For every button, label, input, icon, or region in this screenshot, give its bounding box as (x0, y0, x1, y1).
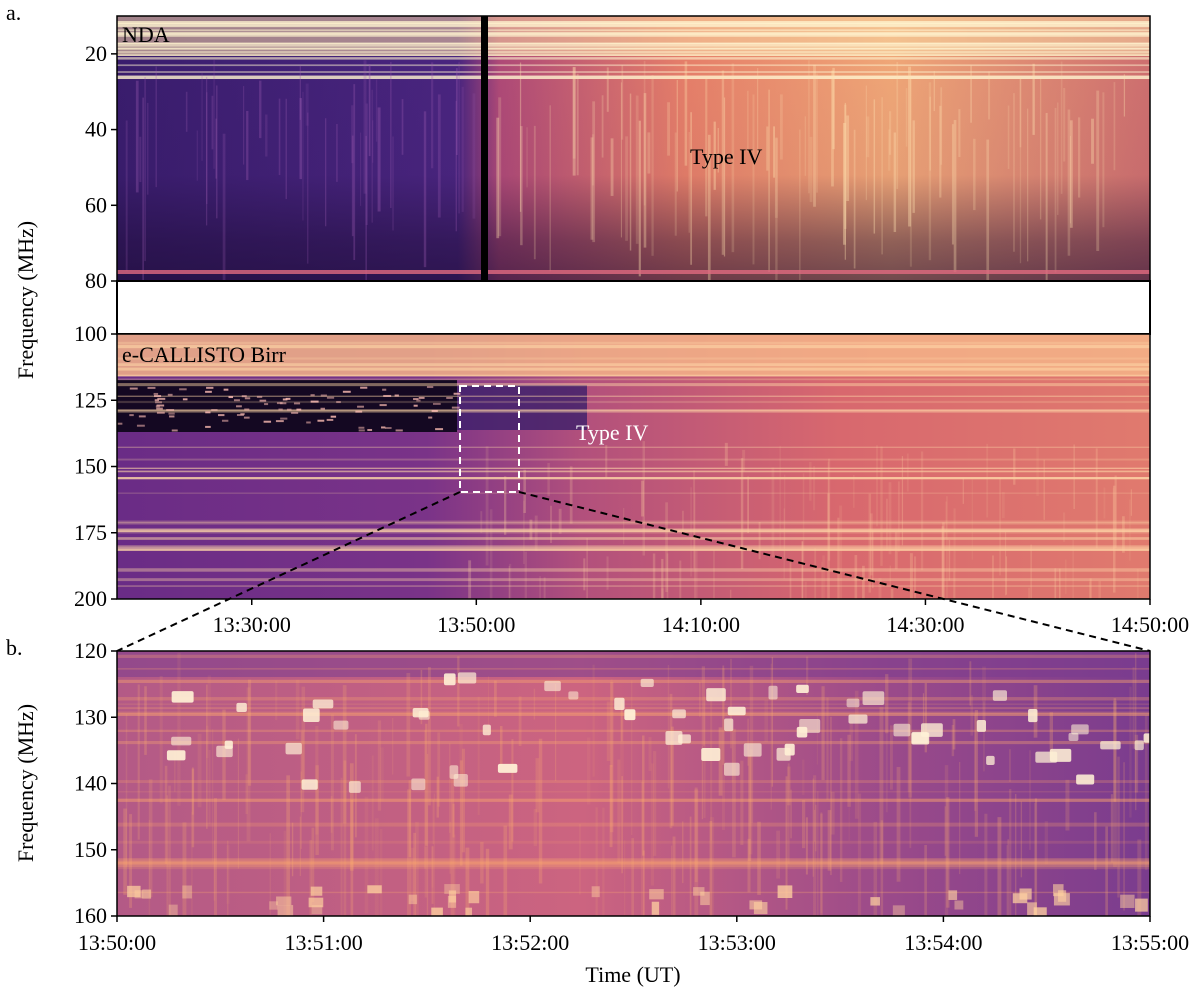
ytick-label-b: 130 (74, 704, 107, 729)
ytick-label-b: 160 (74, 903, 107, 928)
xtick-label-b: 13:52:00 (491, 930, 569, 955)
birr-streaks (117, 341, 1150, 599)
ytick-label-a: 200 (74, 586, 107, 611)
ytick-label-a: 100 (74, 321, 107, 346)
panel-a-ylabel: Frequency (MHz) (13, 221, 38, 379)
xtick-label-b: 13:51:00 (284, 930, 362, 955)
panel-b-xlabel: Time (UT) (585, 962, 680, 987)
birr-instrument-label: e-CALLISTO Birr (122, 342, 287, 367)
ytick-label-a: 80 (85, 268, 107, 293)
nda-instrument-label: NDA (122, 22, 170, 47)
zoom-spectrogram (117, 651, 1150, 916)
blank-band (116, 280, 1151, 335)
ytick-label-a: 125 (74, 387, 107, 412)
xtick-label-b: 13:55:00 (1111, 930, 1189, 955)
ytick-label-a: 60 (85, 192, 107, 217)
ytick-label-b: 120 (74, 638, 107, 663)
xtick-label-b: 13:50:00 (78, 930, 156, 955)
zoom-connector-left (116, 491, 461, 652)
ytick-label-a: 40 (85, 117, 107, 142)
ytick-label-a: 175 (74, 520, 107, 545)
panel-b-ylabel: Frequency (MHz) (13, 704, 38, 862)
panel-a-label: a. (6, 0, 21, 25)
panel-b-label: b. (6, 635, 23, 660)
xtick-label-b: 13:54:00 (904, 930, 982, 955)
nda-streaks (117, 21, 1150, 281)
xtick-label-a: 13:30:00 (213, 612, 291, 637)
zoom-connector-right (518, 491, 1151, 652)
ytick-label-a: 20 (85, 41, 107, 66)
ytick-label-b: 140 (74, 771, 107, 796)
ytick-label-b: 150 (74, 837, 107, 862)
birr-type-iv-annotation: Type IV (576, 420, 648, 445)
xtick-label-a: 14:10:00 (662, 612, 740, 637)
nda-data-gap (481, 16, 488, 281)
ytick-label-a: 150 (74, 454, 107, 479)
nda-spectrogram (117, 16, 1150, 281)
xtick-label-a: 14:30:00 (886, 612, 964, 637)
xtick-label-a: 14:50:00 (1111, 612, 1189, 637)
birr-spectrogram (117, 334, 1150, 599)
xtick-label-a: 13:50:00 (437, 612, 515, 637)
zoom-streaks (117, 652, 1150, 916)
zoom-box (459, 385, 520, 493)
nda-type-iv-annotation: Type IV (690, 144, 762, 169)
xtick-label-b: 13:53:00 (698, 930, 776, 955)
